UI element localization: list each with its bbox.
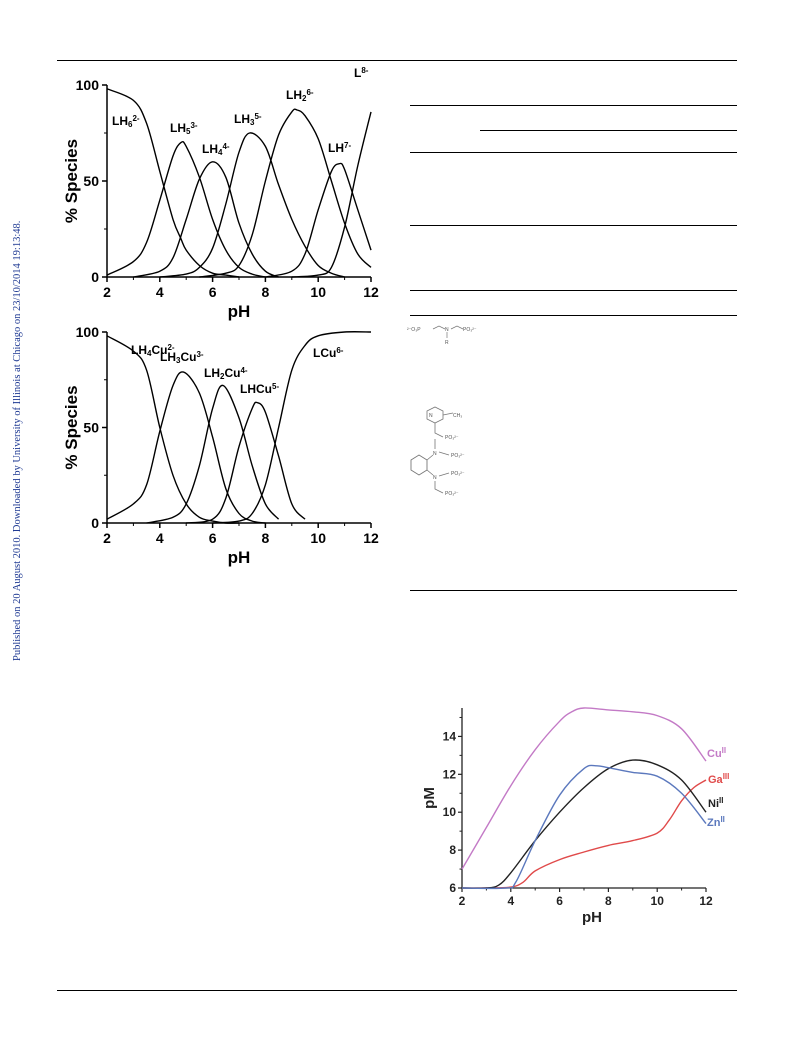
svg-text:PO₃²⁻: PO₃²⁻ [445,435,459,441]
species-label-lh2: LH26- [286,88,314,103]
x-tick-label: 12 [699,894,713,908]
svg-text:N: N [445,327,449,333]
pm-vs-ph-chart: 2 4 6 8 10 12 6 8 10 12 14 pH pM CuII GaIII NiII ZnII [421,707,729,926]
y-axis-label: pM [421,787,438,809]
pm-curve-ga [461,779,707,889]
pm-label-ni: NiII [708,796,723,810]
species-curve-lh6 [106,88,240,278]
svg-text:PO₃²⁻: PO₃²⁻ [451,471,465,477]
svg-text:PO₃²⁻: PO₃²⁻ [445,491,459,497]
species-label-lh2cu: LH2Cu4- [204,366,248,381]
x-tick-label: 8 [262,530,270,546]
x-tick-label: 12 [363,284,379,300]
bisphosphonate-structure: ²⁻O₃P N PO₃²⁻ R [407,325,477,346]
species-label-lhcu: LHCu5- [240,382,279,396]
species-label-lh6: LH62- [112,114,140,129]
pm-curve-ni [461,759,707,889]
species-label-lh4cu: LH4Cu2- [131,343,175,358]
species-label-lh3: LH35- [234,112,262,127]
species-curve-lh [265,162,372,278]
x-tick-label: 10 [310,284,326,300]
species-label-lh: LH7- [328,141,351,155]
species-curve-lh3 [159,132,345,278]
species-curve-lh2 [199,108,372,278]
y-tick-label: 14 [443,729,457,743]
y-tick-label: 10 [443,805,457,819]
x-tick-label: 12 [363,530,379,546]
species-label-lh3cu: LH3Cu3- [160,350,204,365]
svg-text:N: N [433,451,437,457]
y-tick-label: 6 [449,881,456,895]
species-label-lcu: LCu6- [313,346,344,360]
axis-line [461,708,706,889]
y-tick-label: 8 [449,843,456,857]
x-tick-label: 6 [209,530,217,546]
species-curve-l [291,111,372,278]
x-tick-label: 6 [556,894,563,908]
header-rule [57,60,737,61]
species-curve-lh2cu [146,384,280,524]
x-tick-label: 4 [507,894,514,908]
species-label-lh5: LH53- [170,121,198,136]
svg-text:N: N [433,475,437,481]
pm-label-ga: GaIII [708,772,729,786]
table-rule [410,105,737,106]
table-rule [480,130,737,131]
table-rule [410,590,737,591]
y-axis-label: % Species [62,385,81,469]
y-tick-label: 100 [76,324,100,340]
y-tick-label: 100 [76,77,100,93]
species-curve-lcu [212,331,372,524]
svg-text:CH₃: CH₃ [453,413,462,419]
x-axis-label: pH [228,302,251,321]
pm-label-cu: CuII [707,746,726,760]
y-tick-label: 0 [91,269,99,285]
species-curve-lhcu [186,401,306,524]
species-curve-lh4 [133,161,279,278]
x-tick-label: 2 [459,894,466,908]
x-tick-label: 2 [103,284,111,300]
y-tick-label: 0 [91,515,99,531]
x-tick-label: 8 [605,894,612,908]
x-axis-label: pH [228,548,251,567]
species-curve-lh3cu [106,371,266,524]
cyclohexane-ligand-structure: N CH₃ PO₃²⁻ N PO₃²⁻ N PO₃²⁻ PO₃²⁻ [410,406,465,497]
svg-text:R: R [445,340,449,346]
table-rule [410,290,737,291]
table-rule [410,152,737,153]
pm-curve-cu [461,707,707,870]
table-rule [410,315,737,316]
svg-text:²⁻O₃P: ²⁻O₃P [407,327,421,333]
species-label-l: L8- [354,66,369,80]
ligand-speciation-chart: 2 4 6 8 10 12 0 50 100 pH % Species LH62- LH53- LH44-… [62,66,379,321]
footer-rule [57,990,737,991]
x-tick-label: 10 [310,530,326,546]
species-curve-lh5 [106,140,266,278]
pm-curve-zn [461,764,707,890]
x-tick-label: 10 [651,894,665,908]
svg-text:PO₃²⁻: PO₃²⁻ [463,327,477,333]
svg-text:PO₃²⁻: PO₃²⁻ [451,453,465,459]
x-axis-label: pH [582,909,602,926]
y-tick-label: 12 [443,767,457,781]
table-rule [410,225,737,226]
pm-label-zn: ZnII [707,815,725,829]
x-tick-label: 4 [156,530,164,546]
y-tick-label: 50 [83,420,99,436]
x-tick-label: 8 [262,284,270,300]
x-tick-label: 4 [156,284,164,300]
y-axis-label: % Species [62,139,81,223]
x-tick-label: 6 [209,284,217,300]
x-tick-label: 2 [103,530,111,546]
y-tick-label: 50 [83,173,99,189]
species-label-lh4: LH44- [202,142,230,157]
svg-text:N: N [429,413,433,419]
